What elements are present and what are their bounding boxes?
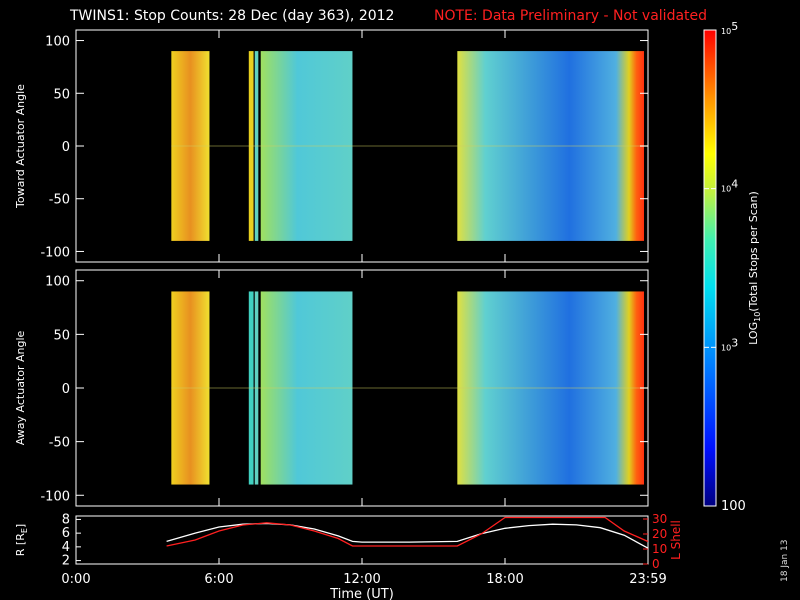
y-tick-label: 100	[45, 35, 70, 50]
y-tick-label: 4	[62, 540, 70, 555]
y-axis-label: Toward Actuator Angle	[14, 84, 27, 209]
panel-toward: 100 50 0 -50 -100 Toward Actuator Angle	[14, 29, 649, 263]
colorbar-tick-label: 105	[721, 20, 738, 36]
heatmap-segment	[248, 51, 254, 241]
heatmap-segment	[457, 291, 644, 485]
y-tick-label-right: 10	[652, 542, 667, 556]
y-tick-label: -100	[40, 489, 70, 504]
heatmap-segment	[254, 291, 259, 485]
heatmap-segment	[171, 291, 210, 485]
colorbar-tick-label: 104	[721, 178, 738, 194]
y-tick-label: 8	[62, 512, 70, 527]
heatmap-segment	[171, 51, 210, 241]
colorbar-label: LOG10(Total Stops per Scan)	[747, 191, 762, 345]
x-tick-label: 18:00	[486, 572, 523, 587]
x-tick-label: 6:00	[204, 572, 233, 587]
x-axis-label: Time (UT)	[329, 587, 394, 600]
y-axis-label-right: L Shell	[669, 520, 683, 560]
y-tick-label: -50	[49, 193, 70, 208]
y-tick-label-right: 20	[652, 527, 667, 541]
colorbar-ramp	[703, 29, 717, 507]
y-tick-label: 100	[45, 275, 70, 290]
y-tick-label: 50	[53, 87, 70, 102]
y-tick-label-right: 30	[652, 512, 667, 526]
y-tick-label: 0	[62, 140, 70, 155]
x-tick-label: 12:00	[343, 572, 380, 587]
y-tick-label: -100	[40, 245, 70, 260]
colorbar: 105 104 103 100 LOG10(Total Stops per Scan)	[703, 20, 762, 514]
x-tick-label: 23:59	[629, 572, 666, 587]
heatmap-segment	[260, 291, 353, 485]
y-tick-label: 0	[62, 382, 70, 397]
date-stamp: 18 Jan 13	[780, 540, 790, 583]
y-axis-label: Away Actuator Angle	[14, 330, 27, 445]
y-tick-label: 6	[62, 526, 70, 541]
chart-title: TWINS1: Stop Counts: 28 Dec (day 363), 2…	[69, 8, 394, 24]
colorbar-tick-label: 103	[721, 336, 738, 352]
panel-away: 100 50 0 -50 -100 Away Actuator Angle	[14, 269, 649, 507]
heatmap-segment	[248, 291, 254, 485]
y-tick-label: 2	[62, 554, 70, 569]
y-axis-label: R [RE]	[14, 524, 29, 556]
heatmap-segment	[254, 51, 259, 241]
heatmap-segment	[260, 51, 353, 241]
y-tick-label-right: 0	[652, 557, 660, 571]
heatmap-segment	[457, 51, 644, 241]
plot-frame	[75, 515, 649, 565]
y-tick-label: -50	[49, 436, 70, 451]
y-tick-label: 50	[53, 328, 70, 343]
colorbar-tick-label: 100	[721, 499, 746, 514]
x-tick-label: 0:00	[61, 572, 90, 587]
preliminary-note: NOTE: Data Preliminary - Not validated	[434, 8, 707, 24]
lshell-curve	[166, 516, 649, 547]
